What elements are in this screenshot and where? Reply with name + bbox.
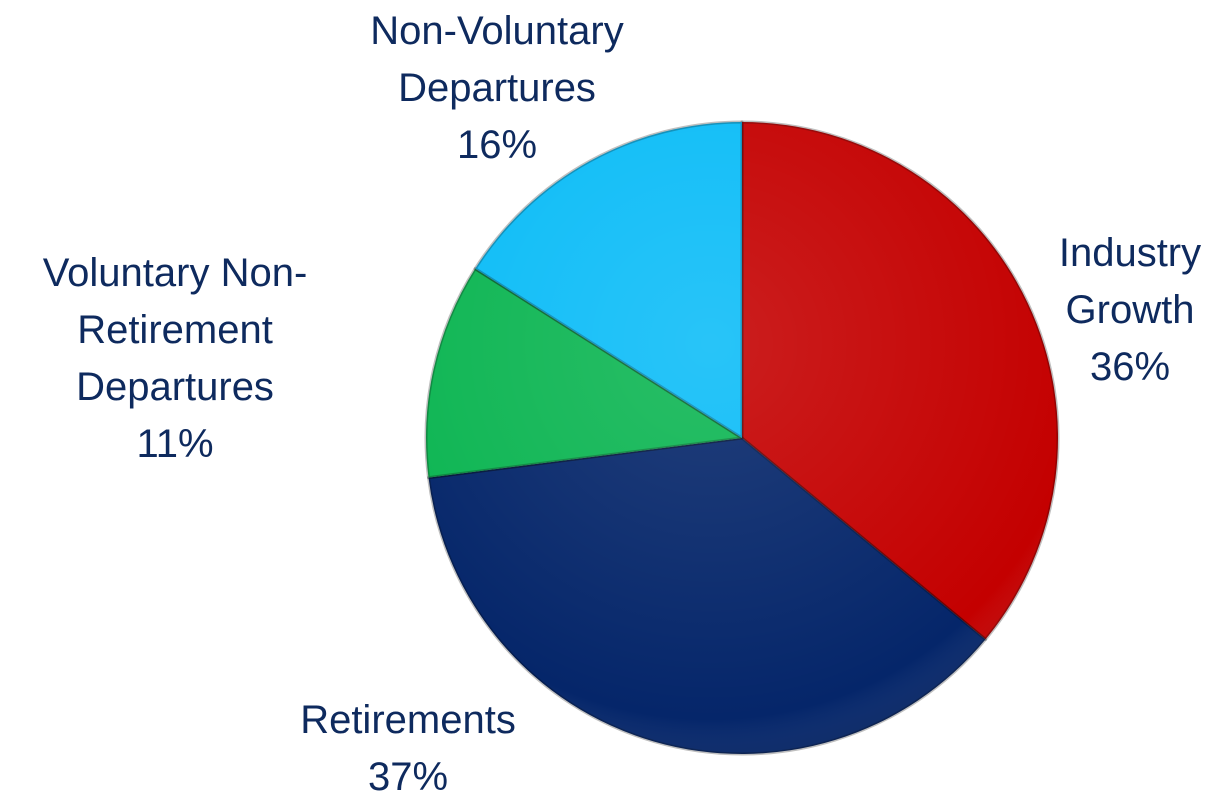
value-label: 11% <box>136 422 214 466</box>
category-label: Industry Growth <box>1058 231 1202 332</box>
category-label: Non-Voluntary Departures <box>370 9 624 110</box>
slice-label: Retirements 37% <box>258 692 558 806</box>
category-label: Voluntary Non-Retirement Departures <box>42 251 308 409</box>
value-label: 37% <box>367 755 449 799</box>
slice-label: Voluntary Non-Retirement Departures 11% <box>5 245 345 473</box>
category-label: Retirements <box>300 698 516 742</box>
value-label: 36% <box>1089 345 1171 389</box>
slice-label: Industry Growth 36% <box>1050 225 1210 396</box>
slice-label: Non-Voluntary Departures 16% <box>337 3 657 174</box>
value-label: 16% <box>456 123 538 167</box>
